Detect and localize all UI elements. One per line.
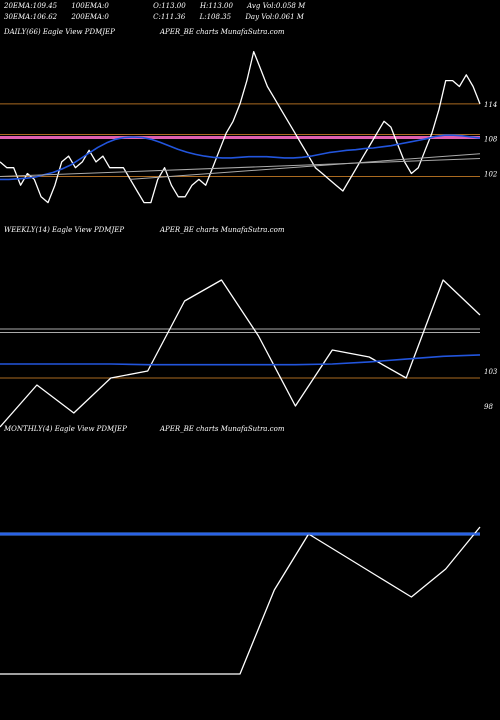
series-line-2-price <box>0 526 481 675</box>
ytick-label-0-1: 108 <box>484 136 498 144</box>
ema30-value: 106.62 <box>32 13 58 21</box>
ema200-value: 0 <box>104 13 109 21</box>
avg-vol-label: Avg Vol: <box>247 2 276 10</box>
series-line-0-gray-a <box>0 158 481 177</box>
series-line-0-price <box>0 50 481 204</box>
close-label: C: <box>153 13 161 21</box>
day-vol-value: 0.061 M <box>274 13 304 21</box>
header-row-1: 20EMA:109.45 100EMA:0 O:113.00 H:113.00 … <box>4 2 305 10</box>
weekly-title: WEEKLY(14) Eagle View PDMJEP <box>4 226 125 234</box>
high-label: H: <box>199 2 209 10</box>
series-line-1-ema <box>0 354 481 366</box>
series-line-0-gray-b <box>129 153 481 180</box>
monthly-subtitle: APER_BE charts MunafaSutra.com <box>160 425 285 433</box>
day-vol-label: Day Vol: <box>245 13 275 21</box>
header-row-2: 30EMA:106.62 200EMA:0 C:111.36 L:108.35 … <box>4 13 304 21</box>
ema100-value: 0 <box>104 2 109 10</box>
daily-title: DAILY(66) Eagle View PDMJEP <box>4 28 115 36</box>
ytick-label-0-0: 114 <box>484 101 497 109</box>
close-value: 111.36 <box>160 13 186 21</box>
low-value: 108.35 <box>206 13 232 21</box>
series-line-1-price <box>0 279 481 428</box>
ema200-label: 200EMA: <box>71 13 105 21</box>
ytick-label-0-2: 102 <box>484 171 498 179</box>
weekly-subtitle: APER_BE charts MunafaSutra.com <box>160 226 285 234</box>
low-label: L: <box>199 13 207 21</box>
ema30-label: 30EMA: <box>4 13 33 21</box>
ema100-label: 100EMA: <box>71 2 105 10</box>
open-value: 113.00 <box>161 2 186 10</box>
series-line-0-ema <box>0 134 481 181</box>
ytick-label-1-0: 103 <box>484 368 498 376</box>
ytick-label-1-1: 98 <box>484 403 493 411</box>
high-value: 113.00 <box>208 2 233 10</box>
ema20-label: 20EMA: <box>4 2 33 10</box>
open-label: O: <box>153 2 162 10</box>
monthly-title: MONTHLY(4) Eagle View PDMJEP <box>4 425 127 433</box>
avg-vol-value: 0.058 M <box>275 2 306 10</box>
daily-subtitle: APER_BE charts MunafaSutra.com <box>160 28 285 36</box>
ema20-value: 109.45 <box>32 2 58 10</box>
